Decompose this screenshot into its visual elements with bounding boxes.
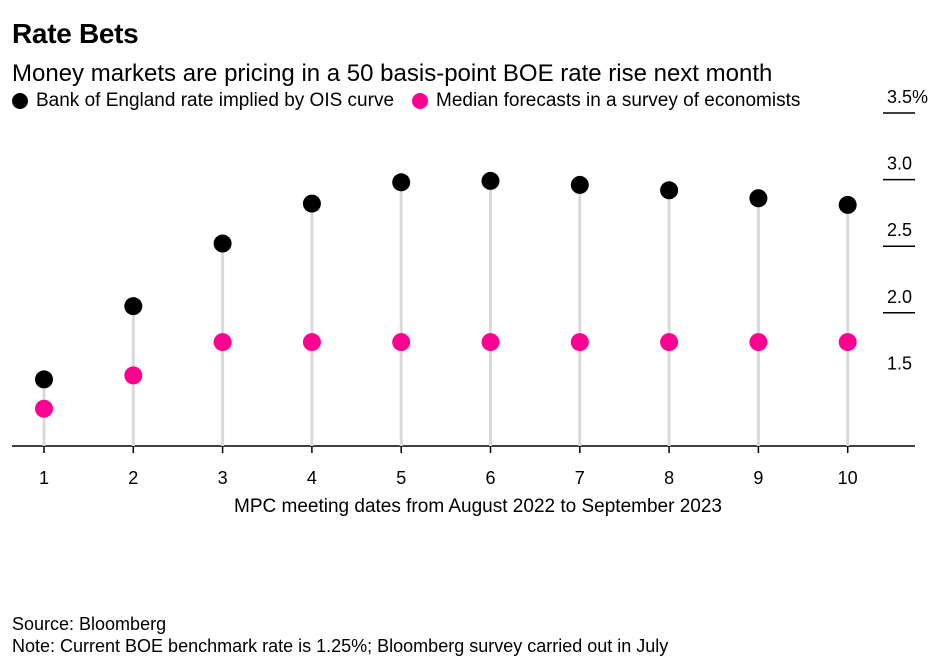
legend-label-survey: Median forecasts in a survey of economis… (436, 90, 801, 111)
y-tick-label: 3.5% (887, 87, 928, 107)
y-tick-label: 2.5 (887, 220, 912, 240)
y-tick-label: 1.5 (887, 353, 912, 373)
pink-dot-icon (412, 93, 429, 109)
ois-point (660, 181, 679, 200)
source-note: Source: Bloomberg (12, 614, 167, 634)
survey-point (35, 399, 53, 418)
x-tick-label: 9 (753, 468, 763, 488)
survey-point (660, 333, 679, 352)
x-tick-label: 8 (664, 468, 674, 488)
legend: Bank of England rate implied by OIS curv… (12, 90, 818, 112)
x-tick-label: 1 (39, 468, 49, 488)
ois-point (749, 189, 768, 208)
ois-point (124, 297, 143, 316)
y-tick-label: 3.0 (887, 154, 912, 174)
ois-point (35, 370, 53, 389)
x-axis-label: MPC meeting dates from August 2022 to Se… (234, 496, 722, 517)
x-tick-label: 5 (396, 468, 406, 488)
legend-item-ois: Bank of England rate implied by OIS curv… (12, 90, 394, 112)
x-tick-label: 6 (485, 468, 495, 488)
ois-point (481, 171, 500, 190)
footnote: Note: Current BOE benchmark rate is 1.25… (12, 636, 669, 656)
ois-point (392, 173, 411, 192)
ois-point (570, 175, 589, 194)
legend-item-survey: Median forecasts in a survey of economis… (412, 90, 800, 112)
survey-point (392, 333, 411, 352)
survey-point (213, 333, 232, 352)
x-tick-label: 3 (218, 468, 228, 488)
survey-point (124, 366, 143, 385)
survey-point (570, 333, 589, 352)
survey-point (481, 333, 500, 352)
chart-title: Rate Bets (12, 18, 139, 49)
x-tick-label: 4 (307, 468, 317, 488)
x-tick-label: 2 (128, 468, 138, 488)
ois-point (838, 195, 857, 214)
chart-subtitle: Money markets are pricing in a 50 basis-… (12, 60, 773, 87)
survey-point (838, 333, 857, 352)
ois-point (302, 194, 321, 213)
survey-point (749, 333, 768, 352)
x-tick-label: 7 (575, 468, 585, 488)
ois-point (213, 234, 232, 253)
legend-label-ois: Bank of England rate implied by OIS curv… (36, 90, 395, 111)
y-tick-label: 2.0 (887, 287, 912, 307)
survey-point (302, 333, 321, 352)
black-dot-icon (12, 93, 28, 109)
x-tick-label: 10 (838, 468, 858, 488)
